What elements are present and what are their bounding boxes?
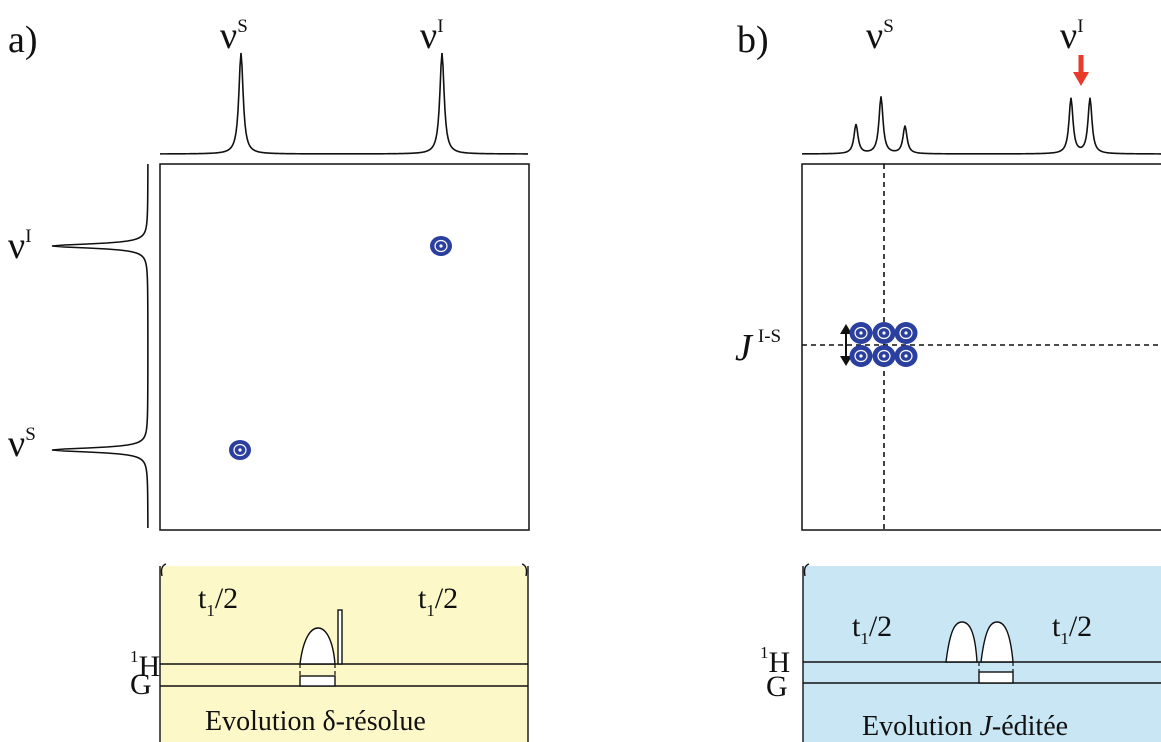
- panel-b-t1-left: t1/2: [852, 610, 892, 648]
- panel-a-peak-s: [229, 440, 251, 460]
- panel-a-t1-right: t1/2: [418, 582, 458, 620]
- panel-b-top-label-s: νS: [866, 15, 894, 57]
- panel-a-bracket-left: [160, 563, 167, 577]
- panel-a: a) νS νI νI νS: [8, 15, 530, 742]
- panel-b: b) νS νI J I-S: [735, 15, 1161, 742]
- panel-b-letter: b): [737, 19, 769, 61]
- panel-a-peak-i: [430, 236, 452, 256]
- panel-a-caption: Evolution δ-résolue: [205, 706, 426, 737]
- panel-b-top-label-i: νI: [1060, 15, 1084, 57]
- panel-a-side-spectrum: [51, 163, 149, 529]
- panel-b-selective-pulse-1: [945, 621, 978, 663]
- panel-a-sequence-background: [160, 566, 528, 742]
- panel-a-top-label-s: νS: [220, 15, 248, 57]
- panel-b-multiplet-peak: [894, 322, 918, 344]
- panel-a-bracket-right: [521, 563, 528, 577]
- panel-b-gradient-pulse: [978, 671, 1014, 684]
- panel-b-multiplet-peak: [849, 322, 873, 344]
- panel-b-top-spectrum: [801, 96, 1161, 155]
- panel-a-gradient-pulse: [299, 675, 336, 687]
- panel-a-2d-frame: [159, 163, 530, 531]
- panel-b-row-h-label: 1H: [760, 643, 790, 679]
- panel-b-selective-pulse-2: [980, 621, 1014, 663]
- panel-b-multiplet-peak: [872, 322, 896, 344]
- panel-a-row-g-label: G: [130, 668, 152, 701]
- panel-a-letter: a): [8, 19, 38, 61]
- panel-a-top-label-i: νI: [420, 15, 444, 57]
- panel-b-coupling-label: J I-S: [735, 326, 781, 369]
- panel-b-coupling-arrow: [840, 324, 852, 366]
- panel-b-t1-right: t1/2: [1052, 610, 1092, 648]
- panel-a-t1-left: t1/2: [198, 582, 238, 620]
- panel-a-pulse-sequence: t1/2 t1/2 1H G Evolution δ-résolue: [130, 563, 529, 742]
- panel-b-multiplet-peak: [894, 345, 918, 367]
- panel-b-multiplet-peak: [849, 345, 873, 367]
- panel-b-2d-frame: [801, 163, 1161, 531]
- panel-a-top-spectrum: [159, 52, 528, 155]
- panel-b-multiplet: [849, 322, 918, 367]
- panel-b-bracket-left: [803, 563, 810, 577]
- panel-a-hard-pulse: [337, 609, 343, 665]
- panel-a-side-label-i: νI: [8, 225, 32, 267]
- panel-a-row-h-label: 1H: [130, 647, 160, 683]
- panel-b-multiplet-peak: [872, 345, 896, 367]
- panel-a-side-label-s: νS: [8, 423, 36, 465]
- panel-b-row-g-label: G: [766, 670, 788, 703]
- panel-b-caption: Evolution J-éditée: [862, 711, 1068, 742]
- panel-b-pulse-sequence: t1/2 t1/2 1H G Evolution J-éditée: [760, 563, 1161, 742]
- panel-a-selective-pulse: [299, 627, 336, 665]
- panel-b-red-arrow: [1073, 55, 1089, 86]
